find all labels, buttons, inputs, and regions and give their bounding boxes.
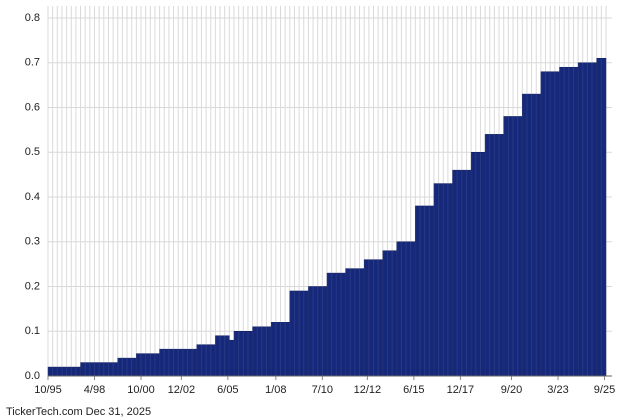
- y-tick-label: 0.5: [25, 146, 40, 158]
- x-tick-label: 10/95: [34, 384, 62, 396]
- bar: [229, 339, 235, 377]
- y-tick-label: 0.8: [25, 12, 40, 24]
- bar: [470, 152, 486, 377]
- bar: [159, 348, 198, 377]
- y-tick-label: 0.1: [25, 325, 40, 337]
- x-tick-label: 1/08: [265, 384, 286, 396]
- x-tick-label: 9/25: [594, 384, 615, 396]
- x-tick-label: 9/20: [501, 384, 522, 396]
- footer: TickerTech.com Dec 31, 2025: [6, 406, 151, 418]
- bar: [215, 335, 230, 377]
- y-tick-label: 0.3: [25, 236, 40, 248]
- x-tick-label: 12/17: [447, 384, 475, 396]
- x-tick-label: 6/15: [403, 384, 424, 396]
- y-tick-label: 0.2: [25, 280, 40, 292]
- y-tick-label: 0.4: [25, 191, 40, 203]
- x-tick-label: 12/02: [168, 384, 196, 396]
- x-tick-label: 4/98: [84, 384, 105, 396]
- x-tick-label: 12/12: [354, 384, 382, 396]
- x-tick-label: 7/10: [312, 384, 333, 396]
- y-tick-label: 0.6: [25, 101, 40, 113]
- bar: [136, 353, 160, 377]
- x-tick-label: 10/00: [127, 384, 155, 396]
- bar: [382, 250, 397, 377]
- x-tick-label: 3/23: [547, 384, 568, 396]
- y-tick-label: 0.7: [25, 57, 40, 69]
- y-tick-label: 0.0: [25, 370, 40, 382]
- x-tick-label: 6/05: [217, 384, 238, 396]
